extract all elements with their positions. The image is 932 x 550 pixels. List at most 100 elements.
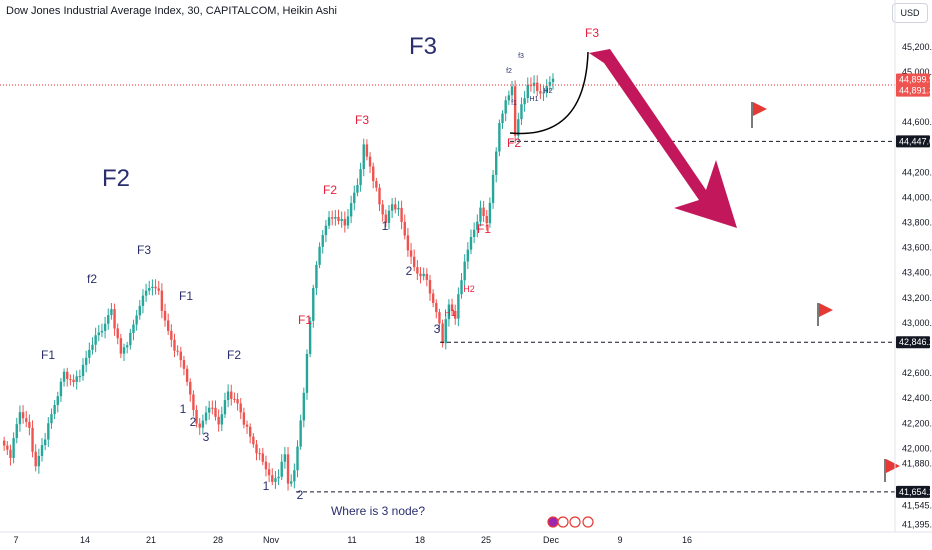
candle-body — [267, 469, 271, 476]
wave-label: F2 — [507, 136, 521, 150]
candle-body — [236, 399, 239, 404]
wave-label: F1 — [477, 222, 491, 236]
candle-body — [113, 309, 116, 329]
candle-body — [97, 332, 100, 336]
candle-body — [88, 349, 91, 358]
candle-body — [116, 328, 119, 339]
price-tag — [896, 485, 930, 498]
candle-body — [274, 478, 277, 482]
candle-body — [78, 376, 82, 378]
candle-body — [239, 403, 242, 413]
candle-body — [255, 444, 258, 454]
candle-body — [144, 290, 148, 296]
wave-label: f2 — [87, 272, 97, 286]
candle-body — [15, 424, 18, 439]
x-tick-label: 21 — [146, 535, 156, 545]
candle-body — [466, 249, 470, 262]
candle-body — [400, 207, 403, 222]
candle-body — [6, 445, 9, 450]
wave-label: 3 — [434, 322, 441, 336]
currency-button[interactable]: USD — [892, 3, 928, 23]
candle-body — [438, 312, 441, 324]
candle-body — [422, 273, 425, 277]
x-tick-label: 9 — [617, 535, 622, 545]
candle-body — [43, 439, 47, 446]
candle-body — [94, 335, 97, 345]
candle-body — [368, 156, 372, 167]
question-label: Where is 3 node? — [331, 504, 425, 518]
candle-body — [72, 379, 75, 383]
candle-body — [454, 310, 457, 319]
candle-body — [419, 273, 422, 277]
wave-label: 2 — [297, 488, 304, 502]
x-tick-label: Dec — [543, 535, 560, 545]
candle-body — [2, 440, 6, 446]
candle-body — [476, 221, 479, 230]
small-wave-label: H1 — [530, 96, 539, 103]
candle-body — [176, 350, 179, 352]
price-tag-label: 44,899.9 — [899, 75, 932, 85]
candle-body — [261, 453, 265, 462]
candle-body — [84, 357, 88, 365]
candle-body — [195, 409, 198, 424]
candle-body — [271, 475, 274, 482]
candle-body — [148, 288, 151, 291]
x-tick-label: 11 — [347, 535, 356, 545]
candle-body — [100, 330, 104, 333]
price-tag — [896, 135, 930, 148]
down-arrow — [589, 49, 737, 228]
candle-body — [135, 315, 138, 325]
candle-body — [66, 371, 69, 380]
candle-body — [166, 320, 170, 331]
y-tick-label: 43,800.0 — [902, 218, 932, 228]
candle-body — [318, 246, 321, 265]
candle-body — [53, 404, 56, 415]
candle-body — [384, 214, 388, 223]
candle-body — [488, 202, 492, 224]
price-tag — [896, 73, 930, 86]
candle-body — [472, 229, 476, 238]
y-tick-label: 44,600.0 — [902, 117, 932, 127]
candle-body — [340, 219, 343, 222]
candle-body — [526, 84, 529, 99]
candle-body — [356, 185, 359, 193]
y-tick-label: 41,395.0 — [902, 519, 932, 529]
wave-label: F1 — [179, 289, 193, 303]
candle-body — [69, 379, 72, 381]
wave-label: H1 — [444, 308, 456, 318]
candle-body — [189, 381, 192, 395]
x-tick-label: 16 — [682, 535, 692, 545]
candle-body — [504, 100, 507, 114]
candle-body — [289, 481, 293, 484]
candle-body — [397, 207, 400, 210]
candle-body — [513, 86, 517, 136]
candle-body — [211, 407, 214, 409]
candle-body — [529, 84, 533, 86]
x-tick-label: Nov — [263, 535, 280, 545]
candle-body — [28, 421, 31, 428]
wave-label: 1 — [180, 402, 187, 416]
y-tick-label: 43,200.0 — [902, 293, 932, 303]
candle-body — [334, 216, 337, 219]
candle-body — [170, 330, 173, 340]
y-tick-label: 42,600.0 — [902, 368, 932, 378]
candle-body — [160, 290, 164, 311]
candle-body — [312, 288, 315, 321]
y-tick-label: 45,200.0 — [902, 42, 932, 52]
candle-body — [47, 423, 50, 440]
candle-body — [107, 315, 110, 324]
candle-body — [125, 345, 129, 348]
candle-body — [539, 91, 542, 94]
candle-body — [498, 123, 501, 152]
candle-body — [536, 82, 539, 92]
candle-body — [302, 392, 306, 421]
overlay-layer: F3F2F1f2F3F1F212312F1F2F3123H1H2F1F2f2f3… — [41, 26, 900, 528]
candle-body — [286, 454, 290, 484]
candle-body — [138, 305, 141, 316]
y-tick-label: 42,200.0 — [902, 418, 932, 428]
big-f3-label: F3 — [409, 33, 437, 60]
y-tick-label: 44,200.0 — [902, 167, 932, 177]
candle-body — [40, 445, 44, 457]
